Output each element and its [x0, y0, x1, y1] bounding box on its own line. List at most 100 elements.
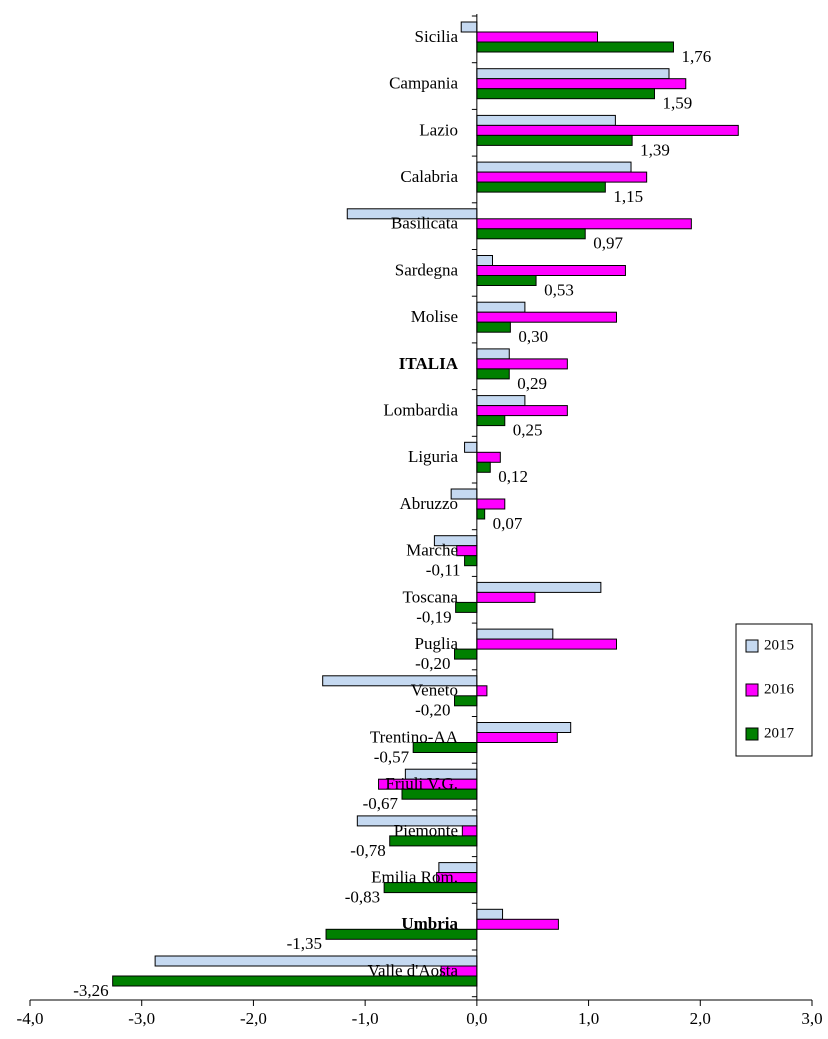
bar [476, 908, 504, 920]
value-label: 0,53 [544, 280, 574, 299]
bar [476, 41, 674, 53]
x-tick-label: -1,0 [352, 1009, 379, 1028]
bar [476, 358, 568, 370]
bar [476, 275, 537, 286]
legend-swatch [745, 727, 759, 741]
x-tick-label: -3,0 [128, 1009, 155, 1028]
bar [476, 321, 511, 333]
bar [455, 601, 478, 613]
bar [476, 348, 510, 360]
value-label: 1,15 [613, 187, 643, 206]
bar [476, 685, 488, 697]
bar [476, 265, 626, 276]
bar [476, 918, 559, 930]
value-label: 1,59 [662, 94, 692, 113]
legend-label: 2017 [764, 725, 795, 741]
bar [456, 545, 478, 557]
value-label: -0,83 [345, 888, 380, 907]
category-label: ITALIA [399, 354, 459, 373]
value-label: -1,35 [287, 934, 322, 953]
bar [476, 124, 739, 136]
bar [476, 722, 572, 733]
bar [476, 508, 486, 520]
legend-label: 2016 [764, 681, 795, 697]
category-label: Lazio [419, 120, 458, 139]
bar [461, 825, 478, 837]
category-label: Valle d'Aosta [368, 961, 459, 980]
category-label: Lombardia [383, 401, 458, 420]
category-label: Trentino-AA [370, 727, 459, 746]
x-tick-label: 2,0 [690, 1009, 711, 1028]
category-label: Liguria [408, 447, 458, 466]
value-label: 1,39 [640, 140, 670, 159]
category-label: Friuli V.G. [385, 774, 458, 793]
value-label: -0,11 [426, 561, 461, 580]
category-label: Sicilia [415, 27, 459, 46]
bar [476, 134, 633, 146]
bar [476, 171, 648, 183]
value-label: 0,12 [498, 467, 528, 486]
category-label: Molise [411, 307, 458, 326]
bar [476, 395, 526, 407]
value-label: -3,26 [73, 981, 108, 1000]
value-label: 0,97 [593, 234, 623, 253]
value-label: -0,20 [415, 654, 450, 673]
category-label: Toscana [403, 587, 459, 606]
bar [476, 218, 692, 230]
bar [464, 555, 478, 567]
bar [476, 31, 599, 43]
category-label: Calabria [400, 167, 458, 186]
category-label: Marche [406, 541, 458, 560]
bar [476, 638, 617, 650]
value-label: 0,07 [493, 514, 523, 533]
x-tick-label: 1,0 [578, 1009, 599, 1028]
legend-label: 2015 [764, 637, 794, 653]
value-label: 1,76 [681, 47, 711, 66]
category-label: Puglia [415, 634, 459, 653]
bar [464, 441, 478, 453]
bar [476, 732, 558, 743]
value-label: 0,29 [517, 374, 547, 393]
bar [476, 114, 616, 126]
category-label: Sardegna [395, 260, 459, 279]
value-label: -0,19 [416, 607, 451, 626]
value-label: 0,25 [513, 421, 543, 440]
category-label: Abruzzo [399, 494, 458, 513]
legend-swatch [745, 683, 759, 697]
bar [476, 228, 586, 240]
bar [476, 451, 501, 463]
value-label: -0,20 [415, 701, 450, 720]
bar [476, 78, 687, 90]
bar [476, 461, 491, 473]
bar [476, 68, 670, 80]
bar [476, 255, 493, 266]
legend-swatch [745, 639, 759, 653]
bar [476, 498, 506, 510]
value-label: -0,78 [350, 841, 385, 860]
value-label: -0,67 [363, 794, 399, 813]
bar [476, 161, 632, 173]
x-tick-label: 3,0 [801, 1009, 822, 1028]
bar [476, 591, 536, 603]
bar [476, 311, 617, 323]
bar [476, 581, 602, 593]
bar [476, 628, 554, 640]
value-label: 0,30 [518, 327, 548, 346]
category-label: Emilia Rom. [371, 868, 458, 887]
category-label: Umbria [401, 914, 458, 933]
category-label: Basilicata [391, 214, 458, 233]
category-label: Veneto [411, 681, 458, 700]
category-label: Piemonte [394, 821, 458, 840]
x-tick-label: 0,0 [466, 1009, 487, 1028]
bar [476, 88, 655, 100]
bar [476, 181, 606, 193]
bar [476, 301, 526, 313]
bar [476, 368, 510, 380]
bar [460, 21, 478, 33]
category-label: Campania [389, 74, 458, 93]
x-tick-label: -2,0 [240, 1009, 267, 1028]
bar [476, 405, 568, 417]
x-tick-label: -4,0 [17, 1009, 44, 1028]
value-label: -0,57 [374, 747, 410, 766]
